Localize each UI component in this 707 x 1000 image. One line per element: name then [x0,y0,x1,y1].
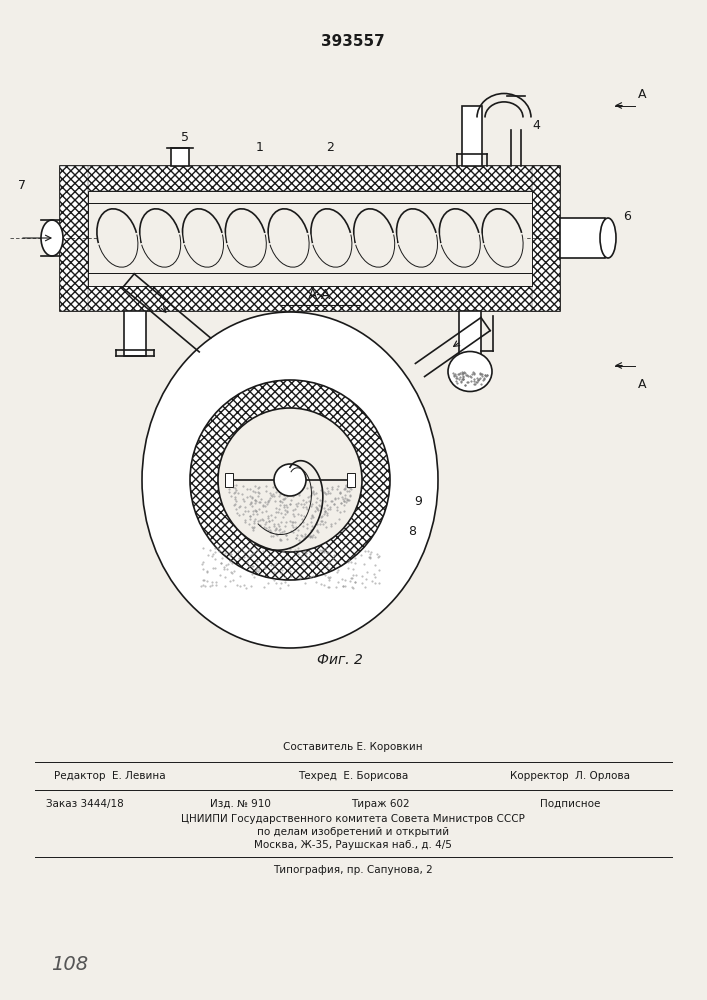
Bar [60,165,88,310]
Ellipse shape [41,220,63,256]
Bar [532,165,560,310]
Circle shape [190,380,390,580]
Text: по делам изобретений и открытий: по делам изобретений и открытий [257,827,449,837]
Text: 108: 108 [52,956,88,974]
Text: Заказ 3444/18: Заказ 3444/18 [46,799,124,809]
Text: Тираж 602: Тираж 602 [351,799,409,809]
Text: Фиг 1: Фиг 1 [269,378,311,392]
Text: 9: 9 [414,495,422,508]
Circle shape [274,464,306,496]
Text: 1: 1 [256,141,264,154]
Text: 6: 6 [623,210,631,223]
Text: Москва, Ж-35, Раушская наб., д. 4/5: Москва, Ж-35, Раушская наб., д. 4/5 [254,840,452,850]
Text: Корректор  Л. Орлова: Корректор Л. Орлова [510,771,630,781]
Ellipse shape [482,209,523,267]
Ellipse shape [268,209,309,267]
Circle shape [218,408,362,552]
Bar [60,165,560,190]
Bar [88,190,532,286]
Text: 5: 5 [181,131,189,144]
Text: A: A [638,88,646,101]
Text: 3: 3 [291,380,299,393]
Ellipse shape [397,209,438,267]
Bar [459,310,481,356]
Text: Подписное: Подписное [540,799,600,809]
Text: 2: 2 [326,141,334,154]
Ellipse shape [439,209,480,267]
Text: Редактор  Е. Левина: Редактор Е. Левина [54,771,166,781]
Bar [225,473,233,487]
Text: Составитель Е. Коровкин: Составитель Е. Коровкин [284,742,423,752]
Bar [60,286,560,310]
Ellipse shape [354,209,395,267]
Ellipse shape [140,209,181,267]
Text: 7: 7 [18,179,26,192]
Text: 393557: 393557 [321,34,385,49]
Bar [347,473,355,487]
Ellipse shape [182,209,223,267]
Text: 8: 8 [408,525,416,538]
Text: 4: 4 [532,119,540,132]
Text: Техред  Е. Борисова: Техред Е. Борисова [298,771,408,781]
Text: ЦНИИПИ Государственного комитета Совета Министров СССР: ЦНИИПИ Государственного комитета Совета … [181,814,525,824]
Ellipse shape [97,209,138,267]
Bar [462,105,482,165]
Ellipse shape [311,209,352,267]
Ellipse shape [448,352,492,391]
Bar [171,147,189,165]
Text: A-A: A-A [308,288,332,302]
Ellipse shape [226,209,267,267]
Bar [560,218,605,258]
Text: Изд. № 910: Изд. № 910 [209,799,271,809]
Bar [124,310,146,356]
Text: Фиг. 2: Фиг. 2 [317,653,363,667]
Text: Типография, пр. Сапунова, 2: Типография, пр. Сапунова, 2 [273,865,433,875]
Text: A: A [638,377,646,390]
Ellipse shape [600,218,616,258]
Bar [60,165,560,310]
Ellipse shape [142,312,438,648]
